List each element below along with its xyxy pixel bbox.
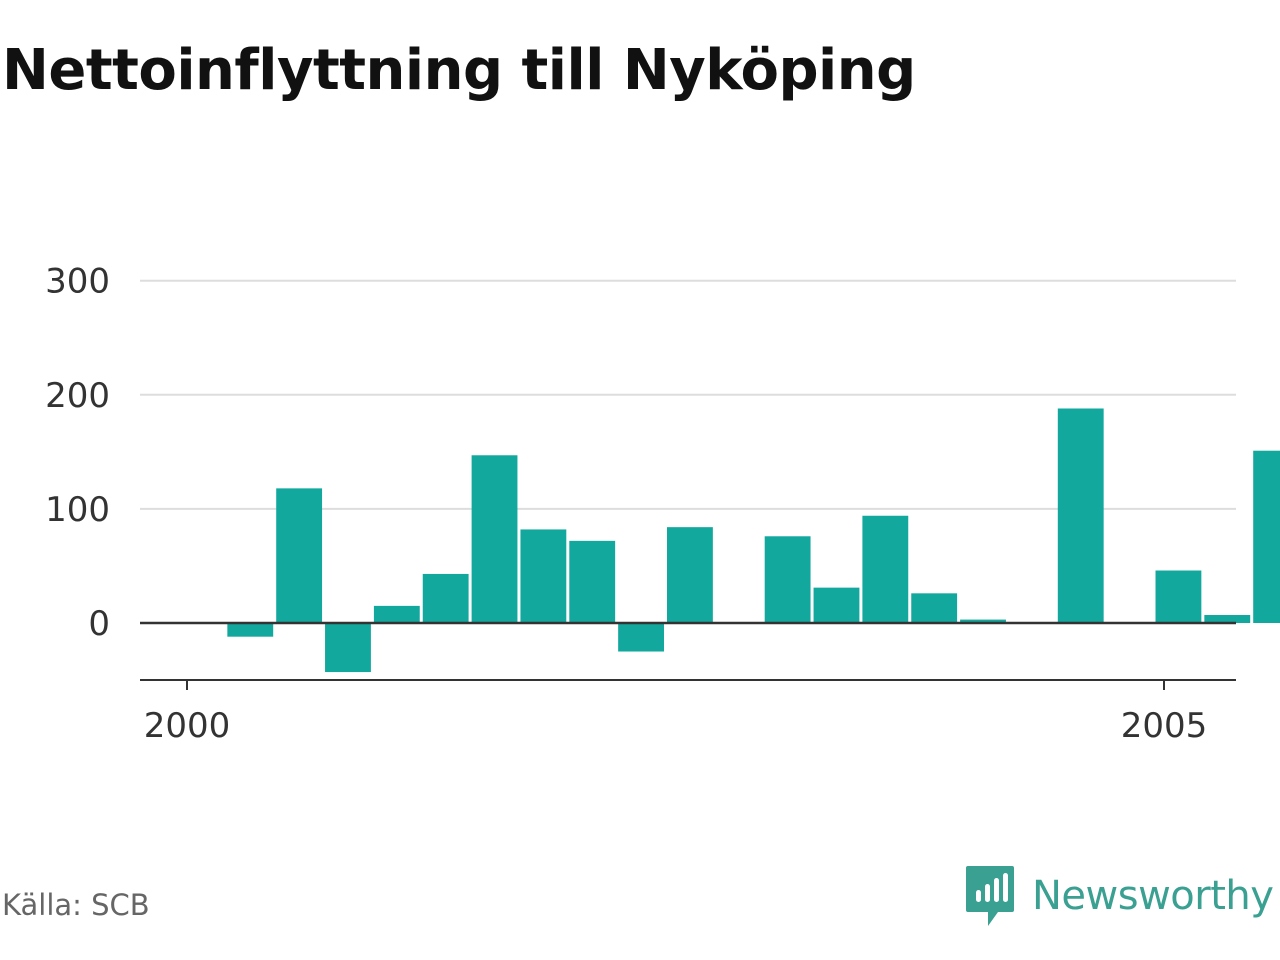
bar-2005Q1	[1155, 570, 1202, 623]
axes	[140, 621, 1236, 681]
brand-name: Newsworthy	[1032, 873, 1274, 919]
bar-2000Q4	[325, 623, 371, 673]
bar-2001Q4	[520, 529, 567, 623]
bar-2005Q2	[1204, 615, 1251, 623]
y-tick-label: 100	[45, 490, 110, 530]
y-axis-ticks: 0 100 200 300	[45, 262, 110, 644]
bar-2002Q3	[667, 527, 713, 623]
source-note: Källa: SCB	[2, 888, 150, 922]
x-axis-ticks: 200020052010201520202025	[144, 680, 1208, 746]
x-tick-label: 2005	[1121, 706, 1208, 746]
y-tick-label: 200	[45, 376, 110, 416]
bar-2000Q3	[276, 488, 323, 623]
bar-2005Q3	[1253, 450, 1280, 623]
bar-2003Q1	[764, 536, 811, 623]
bar-2001Q2	[422, 573, 469, 623]
bar-2003Q2	[813, 587, 860, 623]
bar-2003Q4	[911, 593, 958, 623]
bar-2004Q3	[1057, 408, 1104, 623]
x-tick-label: 2000	[144, 706, 231, 746]
newsworthy-logo-icon	[966, 866, 1014, 926]
bar-2002Q1	[569, 540, 616, 623]
bar-2001Q3	[471, 455, 518, 623]
gridlines	[140, 279, 1236, 510]
bar-2001Q1	[373, 605, 420, 623]
bars	[227, 408, 1280, 673]
chart-title: Nettoinflyttning till Nyköping	[2, 38, 916, 103]
bar-2000Q2	[227, 623, 274, 637]
y-tick-label: 300	[45, 262, 110, 302]
brand-logo[interactable]: Newsworthy	[964, 864, 1274, 928]
bar-2004Q1	[960, 619, 1006, 623]
y-tick-label: 0	[88, 604, 110, 644]
bar-2003Q3	[862, 515, 909, 623]
bar-2002Q2	[618, 623, 664, 652]
